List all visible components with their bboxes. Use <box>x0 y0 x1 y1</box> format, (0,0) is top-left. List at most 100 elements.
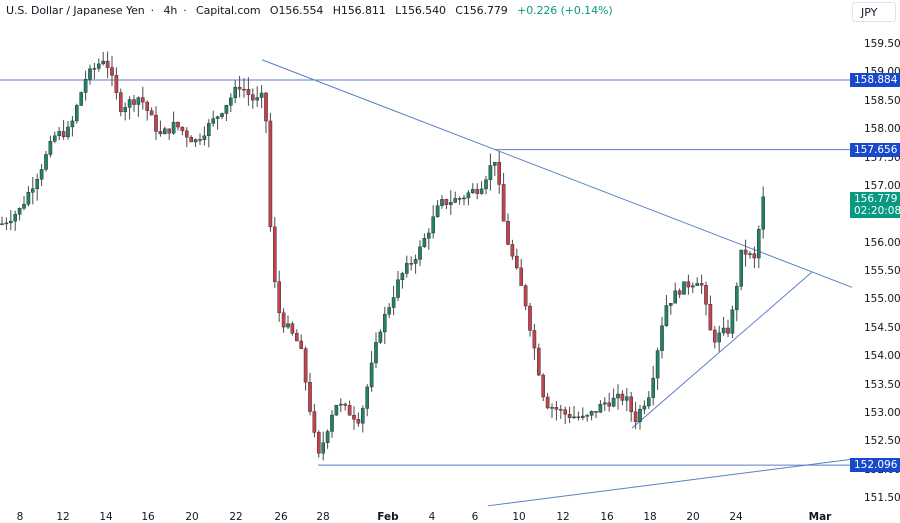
bullish-candle <box>74 105 79 122</box>
bearish-candle <box>713 329 717 343</box>
bullish-candle <box>228 97 233 106</box>
bullish-candle <box>449 202 453 205</box>
bullish-candle <box>383 314 387 333</box>
bearish-candle <box>189 137 194 143</box>
bullish-candle <box>44 154 48 170</box>
support-label: 152.096 <box>850 458 900 472</box>
bullish-candle <box>642 405 647 410</box>
bearish-candle <box>61 131 66 138</box>
bearish-candle <box>541 374 545 398</box>
bullish-candle <box>581 415 585 418</box>
high-value: H156.811 <box>332 4 386 17</box>
bullish-candle <box>550 407 554 409</box>
bearish-candle <box>0 223 4 225</box>
bullish-candle <box>17 208 22 215</box>
last-price-value: 156.779 <box>854 193 898 205</box>
bullish-candle <box>365 386 370 409</box>
bullish-candle <box>647 397 651 407</box>
source-label: Capital.com <box>196 4 261 17</box>
bearish-candle <box>726 327 730 334</box>
time-tick: 26 <box>274 511 288 523</box>
bullish-candle <box>466 192 471 199</box>
bullish-candle <box>101 60 105 65</box>
separator: · <box>183 4 187 17</box>
bearish-candle <box>343 403 348 406</box>
interval-label[interactable]: 4h <box>163 4 178 17</box>
bullish-candle <box>598 403 603 413</box>
time-tick: 20 <box>686 511 700 523</box>
time-tick: 22 <box>229 511 243 523</box>
time-tick: 16 <box>141 511 155 523</box>
bearish-candle <box>149 110 154 116</box>
bearish-candle <box>110 67 114 76</box>
bullish-candle <box>127 99 132 108</box>
bearish-candle <box>118 92 123 113</box>
bullish-candle <box>224 105 229 114</box>
bullish-candle <box>669 303 673 306</box>
time-tick: 16 <box>600 511 614 523</box>
bullish-candle <box>589 411 594 416</box>
ascending-support-long-trendline <box>487 458 853 507</box>
bullish-candle <box>35 179 39 189</box>
bullish-candle <box>70 120 75 128</box>
bullish-candle <box>396 279 400 298</box>
bullish-candle <box>259 92 264 98</box>
bearish-candle <box>356 419 361 424</box>
time-tick: Feb <box>377 511 399 523</box>
bullish-candle <box>53 135 57 142</box>
bullish-candle <box>691 285 695 288</box>
bullish-candle <box>193 139 198 143</box>
bearish-candle <box>620 393 625 401</box>
currency-button[interactable]: JPY <box>852 2 896 22</box>
bearish-candle <box>563 409 567 415</box>
bearish-candle <box>303 348 308 383</box>
bearish-candle <box>475 189 480 194</box>
bullish-candle <box>453 198 458 203</box>
bearish-candle <box>158 131 163 135</box>
price-tick: 155.500 <box>864 265 900 277</box>
open-value: O156.554 <box>269 4 324 17</box>
bullish-candle <box>361 408 365 424</box>
bearish-candle <box>523 285 528 307</box>
bearish-candle <box>264 92 268 122</box>
bullish-candle <box>721 327 726 334</box>
bearish-candle <box>708 304 713 331</box>
bullish-candle <box>757 229 761 259</box>
resistance-mid-label: 157.656 <box>850 143 900 157</box>
bearish-candle <box>167 128 172 134</box>
time-tick: 4 <box>428 511 436 523</box>
time-tick: 10 <box>512 511 526 523</box>
bearish-candle <box>743 249 748 255</box>
bearish-candle <box>607 402 611 407</box>
symbol-name[interactable]: U.S. Dollar / Japanese Yen <box>6 4 145 17</box>
low-value: L156.540 <box>395 4 446 17</box>
bearish-candle <box>352 415 356 420</box>
bullish-candle <box>488 165 493 180</box>
price-tick: 156.000 <box>864 236 900 249</box>
bullish-candle <box>233 86 238 99</box>
bearish-candle <box>114 75 119 93</box>
bullish-candle <box>286 323 290 328</box>
bullish-candle <box>83 79 88 93</box>
bullish-candle <box>321 442 326 454</box>
bearish-candle <box>184 130 189 138</box>
bullish-candle <box>660 325 664 351</box>
bullish-candle <box>39 169 44 180</box>
time-tick: Mar <box>808 511 832 523</box>
bullish-candle <box>484 179 488 190</box>
bullish-candle <box>57 131 61 136</box>
bullish-candle <box>96 63 101 69</box>
bullish-candle <box>462 197 466 200</box>
bearish-candle <box>268 120 273 228</box>
price-tick: 157.000 <box>864 179 900 192</box>
bullish-candle <box>405 263 409 274</box>
bearish-candle <box>537 347 541 376</box>
bearish-candle <box>567 414 572 418</box>
bearish-candle <box>545 396 550 409</box>
bullish-candle <box>418 246 422 260</box>
bullish-candle <box>8 220 13 224</box>
price-tick: 154.500 <box>864 321 900 334</box>
bullish-candle <box>136 97 141 105</box>
bearish-candle <box>497 162 502 185</box>
